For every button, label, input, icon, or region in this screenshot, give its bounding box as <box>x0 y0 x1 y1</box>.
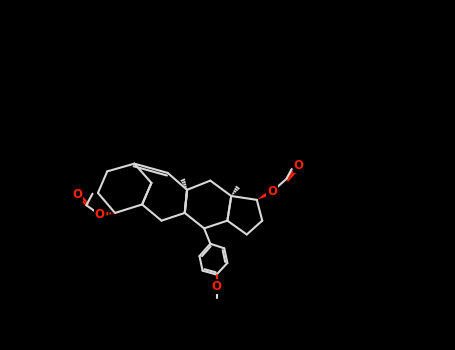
Text: O: O <box>95 208 105 221</box>
Text: O: O <box>268 185 278 198</box>
Text: O: O <box>212 280 222 293</box>
Text: O: O <box>293 159 303 172</box>
Polygon shape <box>257 189 274 200</box>
Text: O: O <box>72 188 82 201</box>
